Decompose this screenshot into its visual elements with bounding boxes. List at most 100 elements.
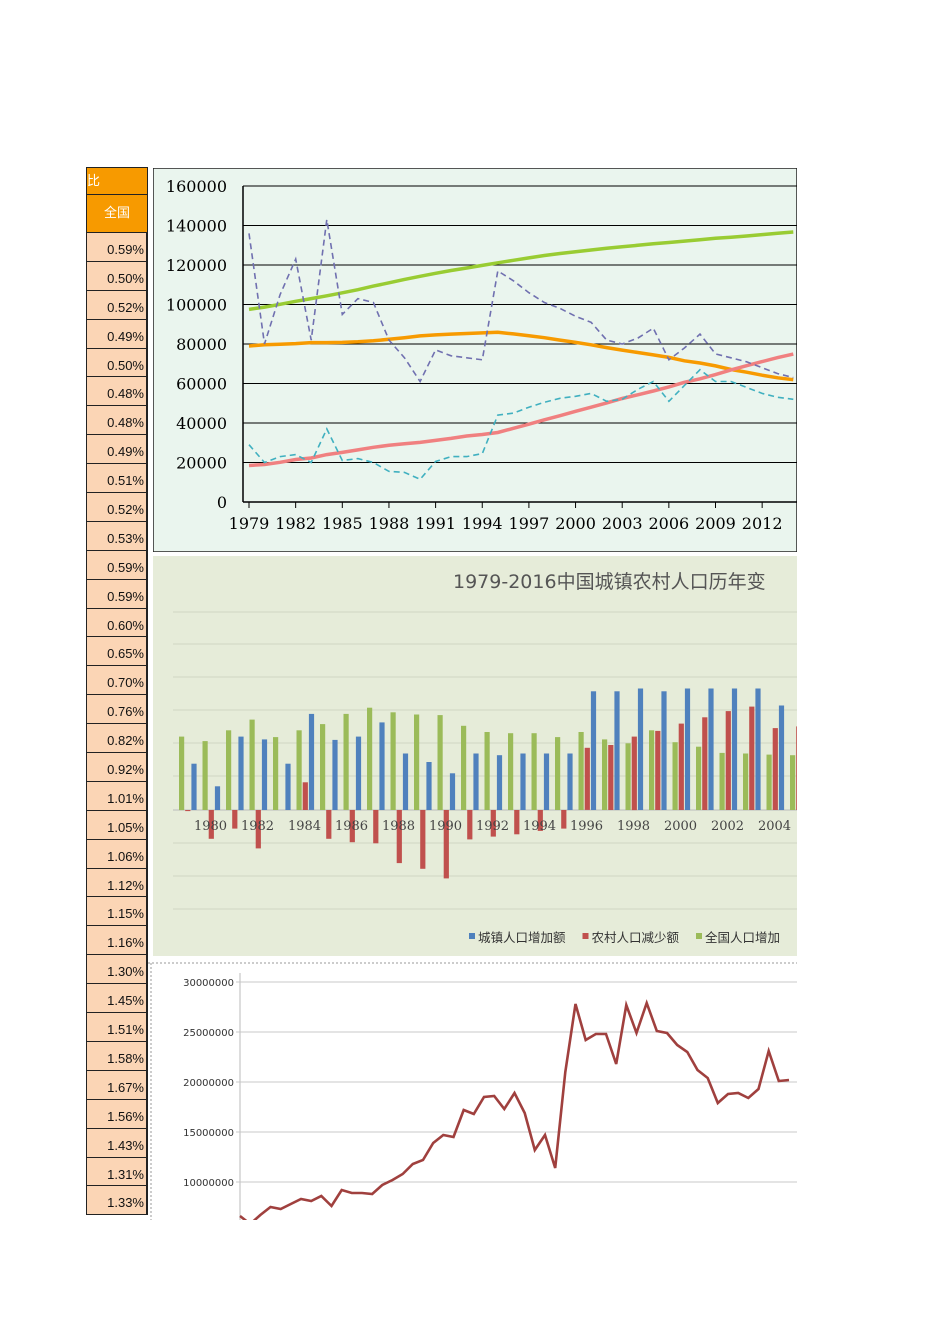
- percent-cell[interactable]: 0.70%: [86, 666, 148, 696]
- population-line-chart[interactable]: 0 20000 40000 60000 80000 100000 120000 140000 1…: [153, 168, 797, 552]
- chart1-y-tick-label: 100000: [166, 296, 227, 315]
- chart2-title: 1979-2016中国城镇农村人口历年变: [453, 571, 766, 593]
- percent-cell[interactable]: 0.82%: [86, 724, 148, 754]
- chart1-x-tick-label: 2006: [648, 514, 689, 533]
- chart2-bar-农村人口减少额: [796, 726, 797, 810]
- chart2-bar-全国人口增加: [555, 737, 561, 810]
- chart1-x-tick-label: 1997: [509, 514, 550, 533]
- chart2-bar-城镇人口增加额: [379, 722, 385, 810]
- chart2-bar-农村人口减少额: [490, 810, 496, 837]
- chart1-series-城镇人口: [248, 352, 794, 468]
- chart2-bar-城镇人口增加额: [191, 763, 197, 810]
- chart2-x-tick-label: 2000: [664, 819, 697, 834]
- chart1-y-tick-label: 120000: [166, 256, 227, 275]
- percent-cell[interactable]: 0.60%: [86, 608, 148, 638]
- chart2-bar-城镇人口增加额: [496, 755, 503, 810]
- chart1-y-tick-label: 20000: [176, 454, 227, 473]
- population-change-bar-chart[interactable]: 1979-2016中国城镇农村人口历年变 1980 1982 1984 1986 198…: [153, 556, 797, 956]
- chart2-bar-城镇人口增加额: [731, 688, 738, 810]
- percent-cell[interactable]: 0.59%: [86, 550, 148, 580]
- chart2-legend-label: 全国人口增加: [705, 930, 780, 945]
- percent-cell[interactable]: 0.59%: [86, 233, 148, 262]
- growth-line-chart[interactable]: 10000000 15000000 20000000 25000000 30000000: [148, 958, 797, 1220]
- chart2-bar-全国人口增加: [719, 752, 725, 810]
- percent-cell[interactable]: 0.50%: [86, 261, 148, 291]
- percent-cell[interactable]: 1.43%: [86, 1128, 148, 1158]
- chart3-series-line: [239, 999, 790, 1220]
- chart2-bar-全国人口增加: [226, 730, 232, 810]
- percent-cell[interactable]: 0.48%: [86, 406, 148, 436]
- chart2-bar-全国人口增加: [390, 712, 396, 810]
- chart2-bar-全国人口增加: [461, 725, 467, 810]
- percent-cell[interactable]: 0.50%: [86, 348, 148, 378]
- percent-cell[interactable]: 1.30%: [86, 955, 148, 985]
- chart2-bar-农村人口减少额: [255, 810, 261, 849]
- chart2-bar-农村人口减少额: [185, 810, 191, 812]
- percent-cell[interactable]: 1.06%: [86, 839, 148, 869]
- chart2-x-tick-label: 2004: [758, 819, 791, 834]
- chart2-bar-农村人口减少额: [232, 810, 238, 829]
- chart2-bar-农村人口减少额: [208, 810, 214, 839]
- percent-cell[interactable]: 0.59%: [86, 579, 148, 609]
- chart2-x-tick-label: 1980: [194, 819, 227, 834]
- percent-cell[interactable]: 1.51%: [86, 1013, 148, 1042]
- chart2-bar-农村人口减少额: [420, 810, 426, 869]
- chart2-bar-农村人口减少额: [443, 810, 449, 879]
- percent-cell[interactable]: 1.67%: [86, 1070, 148, 1100]
- percent-cell[interactable]: 0.52%: [86, 290, 148, 320]
- percent-cell[interactable]: 1.45%: [86, 984, 148, 1014]
- sheet-header-national[interactable]: 全国: [86, 195, 148, 233]
- chart2-bar-全国人口增加: [414, 714, 420, 810]
- percent-cell[interactable]: 0.48%: [86, 377, 148, 407]
- percent-cell[interactable]: 1.58%: [86, 1041, 148, 1071]
- chart1-series-农村人口: [248, 330, 794, 382]
- chart2-bar-城镇人口增加额: [214, 786, 221, 810]
- chart1-x-tick-label: 1979: [229, 514, 270, 533]
- chart2-bar-城镇人口增加额: [778, 705, 785, 810]
- chart2-bar-全国人口增加: [790, 755, 796, 810]
- chart2-bar-全国人口增加: [508, 733, 514, 810]
- percent-cell[interactable]: 0.76%: [86, 695, 148, 725]
- percent-cell[interactable]: 0.49%: [86, 319, 148, 349]
- sheet-header-top[interactable]: 比: [86, 167, 148, 195]
- chart2-bar-农村人口减少额: [608, 745, 614, 810]
- chart2-x-tick-label: 1982: [241, 819, 274, 834]
- percent-cell[interactable]: 1.01%: [86, 781, 148, 811]
- percent-cell[interactable]: 0.51%: [86, 464, 148, 494]
- percent-cell[interactable]: 1.31%: [86, 1157, 148, 1187]
- chart2-x-tick-label: 1990: [429, 819, 462, 834]
- chart1-y-tick-label: 40000: [176, 414, 227, 433]
- chart2-x-tick-label: 1994: [523, 819, 556, 834]
- percent-cell[interactable]: 0.65%: [86, 637, 148, 667]
- chart2-bar-城镇人口增加额: [543, 753, 550, 810]
- chart2-bar-全国人口增加: [320, 724, 326, 810]
- percent-cell[interactable]: 1.12%: [86, 868, 148, 898]
- chart3-y-tick-label: 10000000: [183, 1178, 234, 1189]
- percent-cell[interactable]: 1.33%: [86, 1186, 148, 1216]
- percent-cell[interactable]: 0.53%: [86, 521, 148, 551]
- percent-cell[interactable]: 0.52%: [86, 493, 148, 522]
- chart2-bar-城镇人口增加额: [402, 753, 409, 810]
- percent-cell[interactable]: 0.92%: [86, 753, 148, 782]
- chart2-bar-城镇人口增加额: [520, 753, 526, 810]
- chart2-bar-全国人口增加: [484, 732, 490, 810]
- percent-cell[interactable]: 1.15%: [86, 897, 148, 927]
- chart2-bar-城镇人口增加额: [473, 753, 479, 810]
- percent-cell[interactable]: 1.56%: [86, 1099, 148, 1129]
- chart2-bar-全国人口增加: [437, 715, 443, 810]
- chart2-bar-城镇人口增加额: [614, 691, 620, 810]
- chart1-x-tick-label: 1988: [369, 514, 410, 533]
- chart2-bar-全国人口增加: [625, 743, 631, 810]
- chart2-bar-全国人口增加: [202, 741, 208, 810]
- chart2-bar-农村人口减少额: [467, 810, 473, 840]
- percent-cell[interactable]: 1.16%: [86, 926, 148, 956]
- percent-cell[interactable]: 0.49%: [86, 435, 148, 465]
- chart2-bar-农村人口减少额: [772, 728, 778, 810]
- chart2-bar-农村人口减少额: [349, 810, 355, 843]
- percent-cell[interactable]: 1.05%: [86, 810, 148, 840]
- chart1-series-死亡人口: [248, 368, 794, 481]
- chart2-bar-城镇人口增加额: [755, 688, 761, 810]
- chart2-bar-全国人口增加: [578, 732, 584, 810]
- chart2-bar-农村人口减少额: [631, 736, 637, 811]
- chart3-y-tick-label: 30000000: [183, 978, 234, 989]
